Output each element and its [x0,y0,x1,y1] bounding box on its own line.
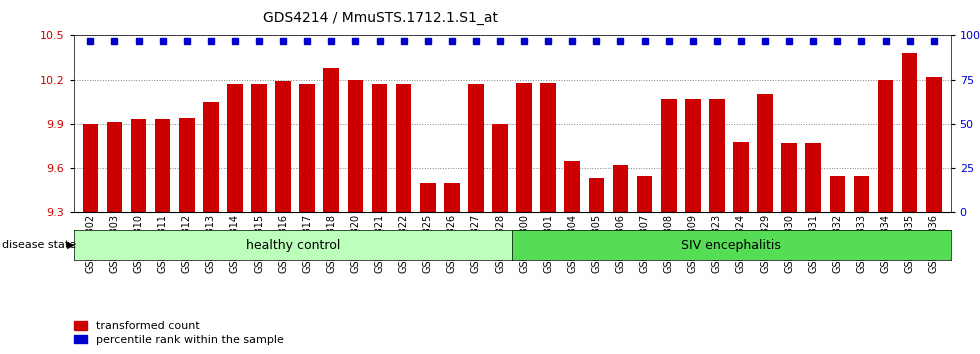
Bar [878,80,894,212]
Bar [468,84,484,212]
Text: ▶: ▶ [67,240,74,250]
Bar [661,99,676,212]
Bar [733,142,749,212]
Bar [758,95,773,212]
Text: SIV encephalitis: SIV encephalitis [681,239,781,252]
Bar [82,124,98,212]
Bar [516,82,532,212]
Bar [685,99,701,212]
Bar [637,176,653,212]
Bar [203,102,219,212]
Bar [829,176,845,212]
Bar [710,99,724,212]
Bar [902,53,917,212]
Bar [227,84,243,212]
Bar [540,82,556,212]
Bar [107,122,122,212]
Bar [179,118,195,212]
Text: GDS4214 / MmuSTS.1712.1.S1_at: GDS4214 / MmuSTS.1712.1.S1_at [263,11,498,25]
Bar [371,84,387,212]
Bar [155,120,171,212]
Text: healthy control: healthy control [246,239,340,252]
Bar [444,183,460,212]
Bar [396,84,412,212]
Bar [130,120,146,212]
Bar [612,165,628,212]
Bar [806,143,821,212]
Bar [300,84,315,212]
Bar [854,176,869,212]
Bar [926,77,942,212]
Bar [419,183,435,212]
Bar [492,124,508,212]
Bar [589,178,605,212]
Legend: transformed count, percentile rank within the sample: transformed count, percentile rank withi… [74,321,284,345]
Bar [348,80,364,212]
Bar [251,84,267,212]
Bar [323,68,339,212]
Text: disease state: disease state [2,240,76,250]
Bar [781,143,797,212]
Bar [564,161,580,212]
Bar [275,81,291,212]
